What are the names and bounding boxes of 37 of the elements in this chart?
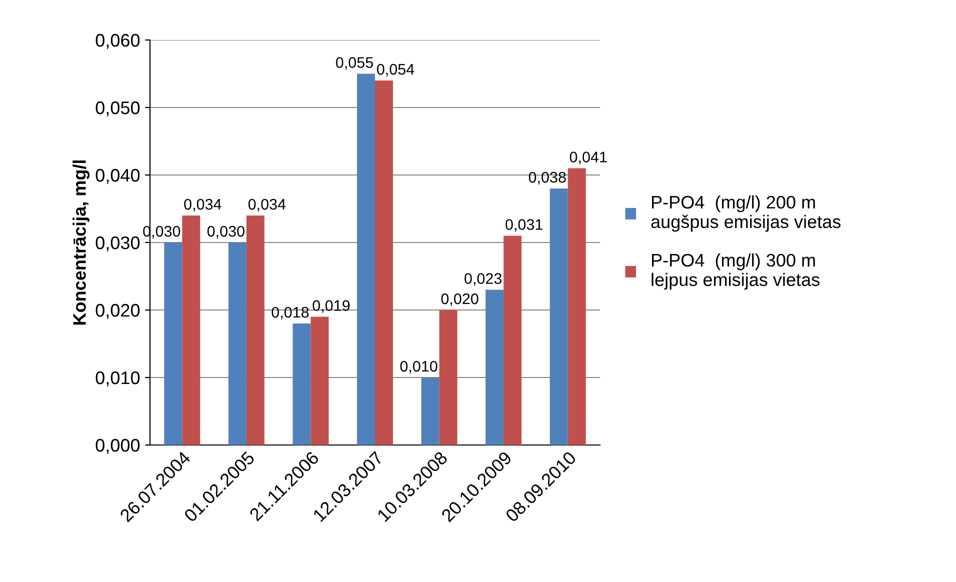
y-tick-label: 0,010 [96,371,140,386]
bar [504,236,522,445]
bar [228,242,246,445]
data-label: 0,055 [336,57,373,70]
data-label: 0,041 [570,152,607,164]
legend-label: P-PO4 (mg/l) 200 m augšpus emisijas vietas [651,195,841,232]
data-label: 0,038 [528,172,566,185]
y-tick-label: 0,000 [96,438,140,454]
bar [357,74,375,445]
data-label: 0,030 [207,226,244,239]
bar [550,188,568,445]
data-label: 0,031 [506,219,542,232]
data-label: 0,023 [464,273,502,286]
data-label: 0,019 [312,300,350,313]
data-label: 0,010 [400,360,438,374]
bar [182,216,200,445]
data-label: 0,054 [376,64,414,77]
bar [292,324,311,445]
bar [310,316,329,445]
y-tick-label: 0,050 [96,101,140,116]
y-tick-label: 0,030 [96,236,140,252]
y-axis-title: Koncentrācija, mg/l [72,160,90,325]
bar [246,216,264,445]
y-tick-label: 0,040 [96,168,140,184]
bar [164,242,182,445]
bar [439,310,458,445]
bar [375,80,393,445]
data-label: 0,034 [248,198,286,212]
data-label: 0,018 [272,306,309,320]
data-label: 0,034 [184,198,222,212]
data-label: 0,020 [441,293,478,306]
bar [421,378,440,445]
y-tick-label: 0,060 [96,34,140,49]
bar [568,168,586,445]
legend-label: P-PO4 (mg/l) 300 m lejpus emisijas vietas [652,253,820,290]
bar [486,290,504,445]
y-tick-label: 0,020 [96,304,140,319]
